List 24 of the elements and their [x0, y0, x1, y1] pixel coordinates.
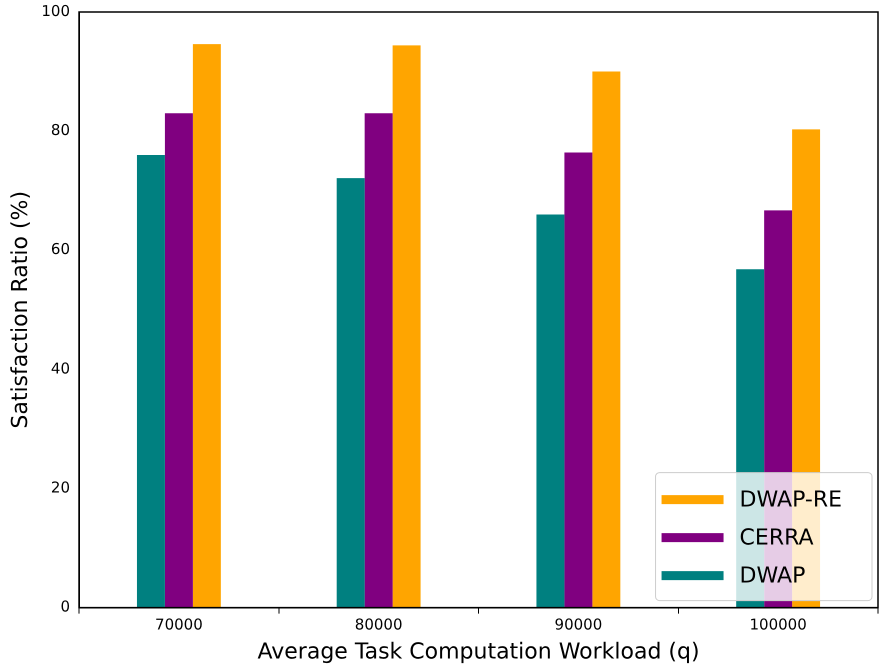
y-tick-label: 80 [50, 121, 70, 140]
y-tick-label: 60 [50, 240, 70, 258]
bar [164, 113, 193, 608]
y-tick-label: 100 [41, 2, 70, 20]
bar [564, 152, 592, 608]
bar [136, 154, 165, 608]
x-tick-label: 70000 [155, 615, 203, 634]
y-tick-label: 0 [60, 597, 70, 616]
bar [536, 214, 564, 608]
x-tick-label: 100000 [749, 615, 807, 634]
x-tick-label: 90000 [554, 615, 602, 634]
y-tick-label: 20 [50, 478, 70, 496]
y-axis-title: Satisfaction Ratio (%) [8, 190, 33, 429]
bar [192, 44, 221, 608]
legend-label: DWAP [740, 563, 806, 588]
bar [592, 72, 620, 608]
y-tick-label: 40 [50, 359, 70, 378]
x-axis-title: Average Task Computation Workload (q) [257, 640, 700, 665]
legend-label: CERRA [740, 525, 814, 550]
bar [392, 45, 421, 608]
x-tick-label: 80000 [354, 615, 403, 634]
legend-label: DWAP-RE [740, 487, 842, 512]
bar [336, 178, 365, 608]
bar [364, 113, 393, 608]
